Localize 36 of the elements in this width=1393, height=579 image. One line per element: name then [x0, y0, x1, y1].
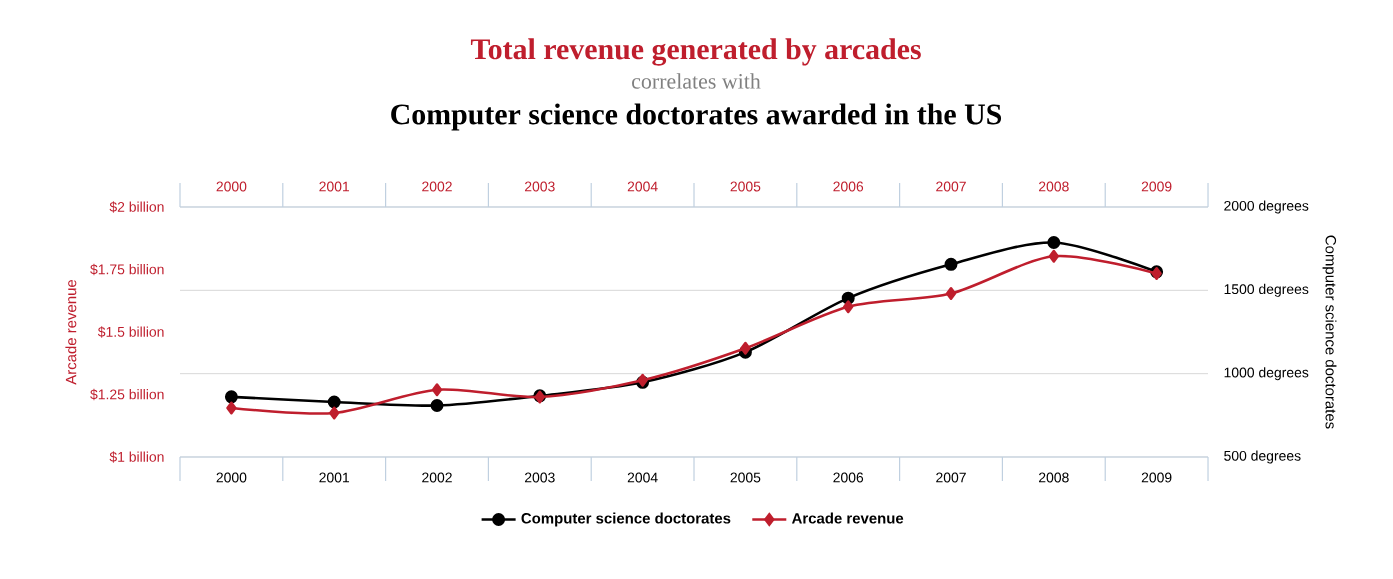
x-tick-label: 2004	[627, 181, 658, 192]
x-tick-label: 2007	[936, 181, 966, 192]
category-label: 2000	[216, 472, 247, 483]
legend-label: Arcade revenue	[791, 512, 904, 524]
y2-axis-title: Computer science doctorates	[1322, 235, 1337, 429]
y-axis-title: Arcade revenue	[65, 279, 77, 385]
category-label: 2006	[833, 472, 864, 483]
chart-title: Total revenue generated by arcades	[470, 38, 921, 66]
y2-tick-label: 1000 degrees	[1224, 367, 1309, 381]
y-tick-label: $1 billion	[109, 451, 164, 463]
x-tick-label: 2005	[730, 181, 761, 192]
category-label: 2005	[730, 472, 761, 483]
x-tick-label: 2006	[833, 181, 864, 192]
chart-subtitle: correlates with	[632, 73, 761, 89]
category-label: 2004	[627, 472, 658, 483]
category-label: 2009	[1141, 472, 1172, 483]
category-label: 2002	[422, 472, 452, 483]
y-tick-label: $1.25 billion	[90, 388, 164, 401]
text: Computer science doctorates awarded in the US	[391, 103, 1002, 131]
category-label: 2007	[936, 472, 966, 483]
y2-tick-label: 2000 degrees	[1224, 200, 1309, 214]
x-tick-label: 2000	[216, 181, 247, 192]
y-tick-label: $1.75 billion	[90, 263, 164, 276]
x-tick-label: 2001	[319, 181, 350, 192]
x-tick-label: 2008	[1038, 181, 1069, 192]
y2-tick-label: 500 degrees	[1224, 450, 1301, 464]
category-label: 2003	[524, 472, 555, 483]
category-label: 2001	[319, 472, 350, 483]
y-tick-label: $2 billion	[109, 201, 164, 213]
y2-tick-label: 1500 degrees	[1224, 283, 1309, 297]
y-tick-label: $1.5 billion	[97, 326, 164, 338]
category-label: 2008	[1038, 472, 1069, 483]
x-tick-label: 2003	[524, 181, 555, 192]
x-tick-label: 2002	[422, 181, 452, 192]
legend-label: Computer science doctorates	[521, 512, 731, 527]
x-tick-label: 2009	[1141, 181, 1172, 192]
